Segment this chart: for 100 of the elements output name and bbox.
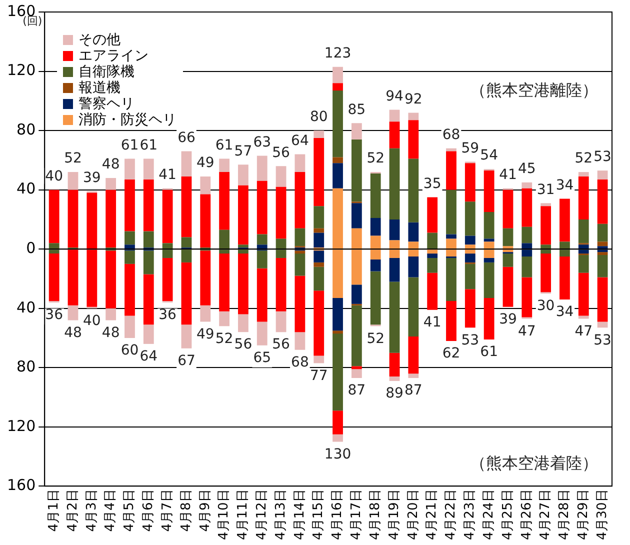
bar [351,123,362,140]
bar [597,246,608,249]
text: 59 [461,140,480,156]
bar [181,151,192,176]
text: 39 [499,312,517,328]
bar [389,122,400,148]
text: 48 [64,324,82,341]
bar [484,258,494,262]
bar [256,268,268,322]
bar [446,234,456,239]
bar [597,252,608,256]
text: 92 [404,91,422,108]
text: 53 [594,332,612,348]
bar [597,322,608,328]
bar [68,305,78,320]
text: 123 [324,45,352,62]
bar [314,130,324,138]
bar [332,410,343,434]
text: 87 [348,382,366,399]
bar [502,228,514,246]
bar [294,276,306,332]
text: 94 [386,88,404,104]
bar [68,172,78,190]
y-tick-label: 0 [26,238,36,257]
bar [162,258,173,301]
bar [314,228,324,233]
bar [181,262,192,325]
text: 31 [536,182,555,198]
x-tick-label: 4月25日 [500,489,516,540]
bar [294,228,306,246]
legend-label: その他 [78,32,121,48]
bar [446,190,456,234]
bar [143,274,154,325]
bar [522,277,532,318]
bar [502,266,514,307]
x-tick-label: 4月19日 [386,489,402,540]
x-tick-label: 4月17日 [349,489,364,540]
bar [68,250,78,306]
legend-label: エアライン [78,48,149,64]
bar [106,178,116,190]
text: 62 [442,346,460,362]
bar [578,219,589,244]
text: 41 [158,166,176,183]
bar [124,250,135,264]
bar [314,266,324,291]
y-tick-label: 40 [16,180,36,198]
y-tick-label: 80 [16,120,36,138]
text: 30 [536,298,555,314]
bar [200,250,211,306]
bar [124,264,135,316]
x-tick-label: 4月15日 [311,489,326,540]
bar [464,236,476,245]
annotation: （熊本空港着陸） [470,453,598,472]
text: 64 [140,348,158,365]
bar [238,185,248,245]
bar [294,332,306,350]
bar [351,203,362,228]
bar [256,234,268,245]
text: 35 [423,176,442,192]
bar [238,314,248,332]
bar [597,277,608,322]
bar [446,300,456,341]
text: 67 [178,353,196,370]
bar [597,179,608,224]
bar [256,156,268,181]
bar [143,179,154,232]
x-tick-label: 4月24日 [481,489,496,540]
text: 48 [102,324,120,341]
text: 34 [556,177,574,194]
x-tick-label: 4月21日 [424,489,440,540]
bar [256,180,268,234]
bar [560,198,570,242]
bar [238,244,248,248]
text: 87 [404,382,422,399]
text: 65 [253,350,272,366]
bar [351,139,362,202]
text: 80 [310,109,328,126]
bar [276,311,286,332]
y-tick-label: 120 [6,61,36,80]
y-tick-label: 80 [16,358,36,376]
y-tick-label: 40 [16,298,36,316]
bar [200,176,211,194]
bar [464,264,476,290]
bar [162,190,173,244]
bar [370,174,381,218]
bar [181,176,192,238]
x-tick-label: 4月6日 [141,489,156,532]
x-tick-label: 4月23日 [462,489,478,540]
bar [124,158,135,180]
bar [256,250,268,268]
bar [143,231,154,248]
bar [332,330,343,334]
x-tick-label: 4月4日 [103,489,118,532]
x-tick-label: 4月5日 [122,489,138,532]
bar [502,254,514,267]
bar [578,172,589,176]
bar [314,138,324,206]
bar [332,334,343,411]
bar [522,182,532,188]
bar [484,238,494,242]
